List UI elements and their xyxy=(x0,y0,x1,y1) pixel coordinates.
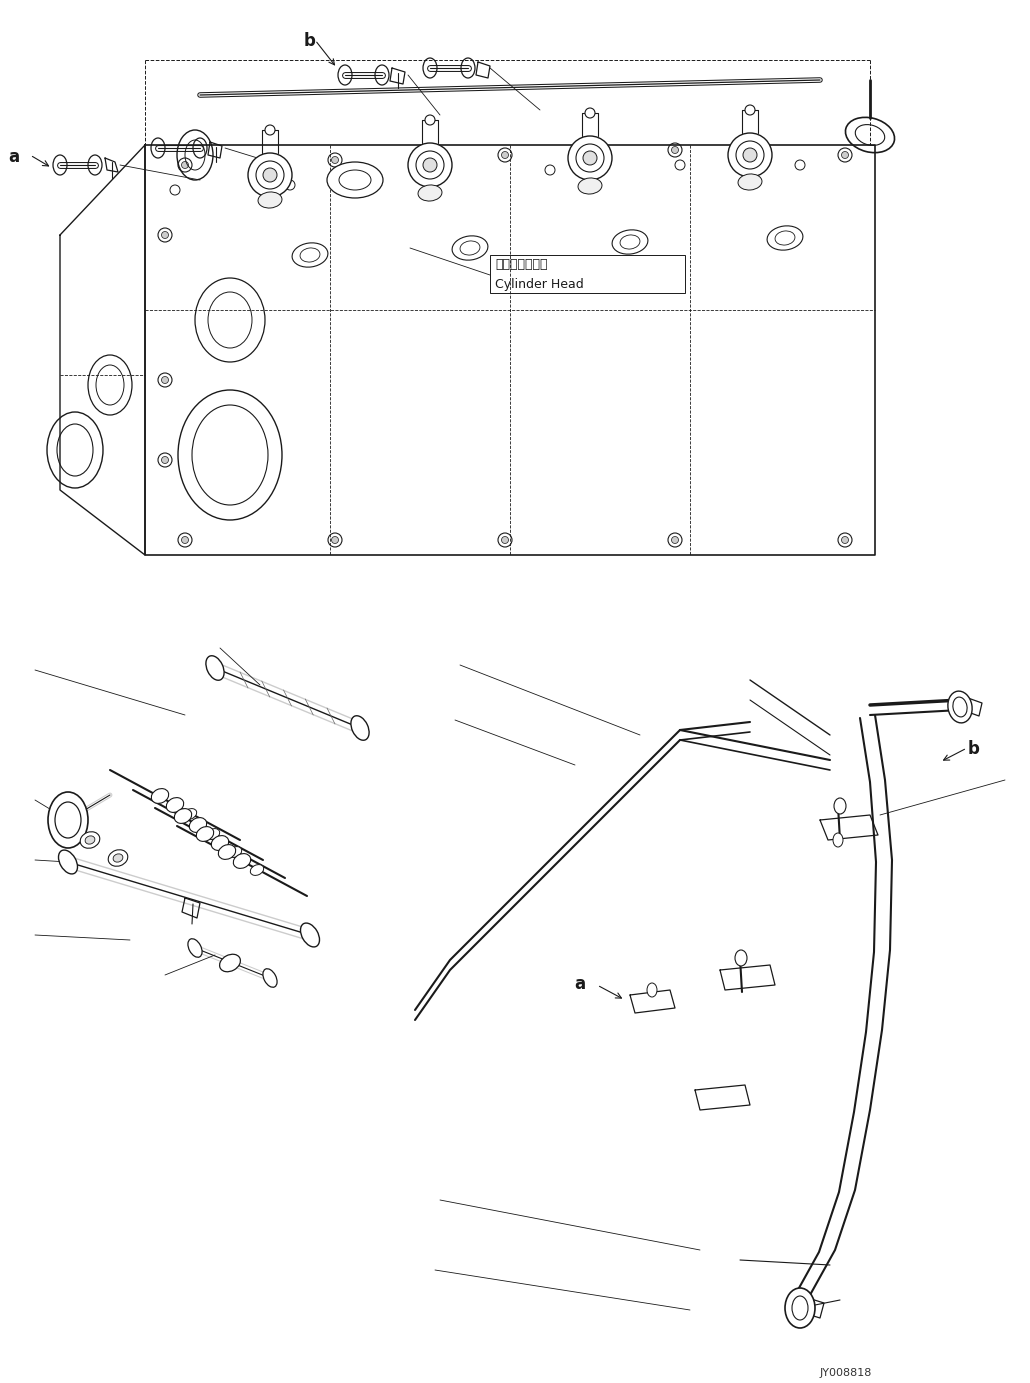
Ellipse shape xyxy=(263,968,277,987)
Circle shape xyxy=(585,108,595,118)
Ellipse shape xyxy=(351,716,369,740)
Ellipse shape xyxy=(187,939,202,957)
Circle shape xyxy=(162,376,169,383)
Circle shape xyxy=(408,142,452,187)
Ellipse shape xyxy=(174,809,192,823)
Ellipse shape xyxy=(234,853,250,869)
Ellipse shape xyxy=(259,192,282,207)
Ellipse shape xyxy=(197,827,213,841)
Ellipse shape xyxy=(48,792,88,848)
Bar xyxy=(490,254,685,293)
Ellipse shape xyxy=(250,864,264,875)
Circle shape xyxy=(502,152,509,159)
Ellipse shape xyxy=(80,831,100,848)
Circle shape xyxy=(502,537,509,544)
Ellipse shape xyxy=(108,849,128,866)
Circle shape xyxy=(332,156,339,163)
Circle shape xyxy=(332,537,339,544)
Ellipse shape xyxy=(206,656,225,680)
Circle shape xyxy=(842,537,849,544)
Circle shape xyxy=(181,537,188,544)
Circle shape xyxy=(425,115,435,124)
Ellipse shape xyxy=(735,950,747,965)
Ellipse shape xyxy=(113,853,123,862)
Circle shape xyxy=(842,152,849,159)
Circle shape xyxy=(265,124,275,136)
Ellipse shape xyxy=(418,185,442,201)
Ellipse shape xyxy=(578,178,602,194)
Circle shape xyxy=(728,133,772,177)
Ellipse shape xyxy=(229,846,242,857)
Ellipse shape xyxy=(833,833,843,846)
Ellipse shape xyxy=(219,954,240,972)
Circle shape xyxy=(263,167,277,183)
Ellipse shape xyxy=(183,809,197,819)
Ellipse shape xyxy=(190,817,207,833)
Text: Cylinder Head: Cylinder Head xyxy=(495,278,584,290)
Text: b: b xyxy=(304,32,316,50)
Ellipse shape xyxy=(206,828,219,839)
Text: JY008818: JY008818 xyxy=(820,1368,872,1377)
Circle shape xyxy=(162,231,169,238)
Circle shape xyxy=(423,158,437,171)
Circle shape xyxy=(181,162,188,169)
Text: a: a xyxy=(8,148,20,166)
Ellipse shape xyxy=(327,162,383,198)
Circle shape xyxy=(568,136,612,180)
Ellipse shape xyxy=(59,851,77,874)
Ellipse shape xyxy=(647,983,657,997)
Circle shape xyxy=(162,456,169,463)
Text: b: b xyxy=(968,740,980,758)
Ellipse shape xyxy=(166,798,183,812)
Circle shape xyxy=(743,148,757,162)
Ellipse shape xyxy=(834,798,846,815)
Circle shape xyxy=(248,154,291,196)
Text: a: a xyxy=(574,975,585,993)
Ellipse shape xyxy=(218,845,236,859)
Circle shape xyxy=(672,537,679,544)
Ellipse shape xyxy=(211,835,229,851)
Ellipse shape xyxy=(948,692,972,723)
Ellipse shape xyxy=(739,174,762,189)
Ellipse shape xyxy=(785,1288,815,1328)
Circle shape xyxy=(745,105,755,115)
Circle shape xyxy=(672,147,679,154)
Ellipse shape xyxy=(301,922,319,947)
Ellipse shape xyxy=(85,835,95,844)
Circle shape xyxy=(583,151,597,165)
Text: シリンダヘッド: シリンダヘッド xyxy=(495,259,548,271)
Ellipse shape xyxy=(151,788,169,804)
